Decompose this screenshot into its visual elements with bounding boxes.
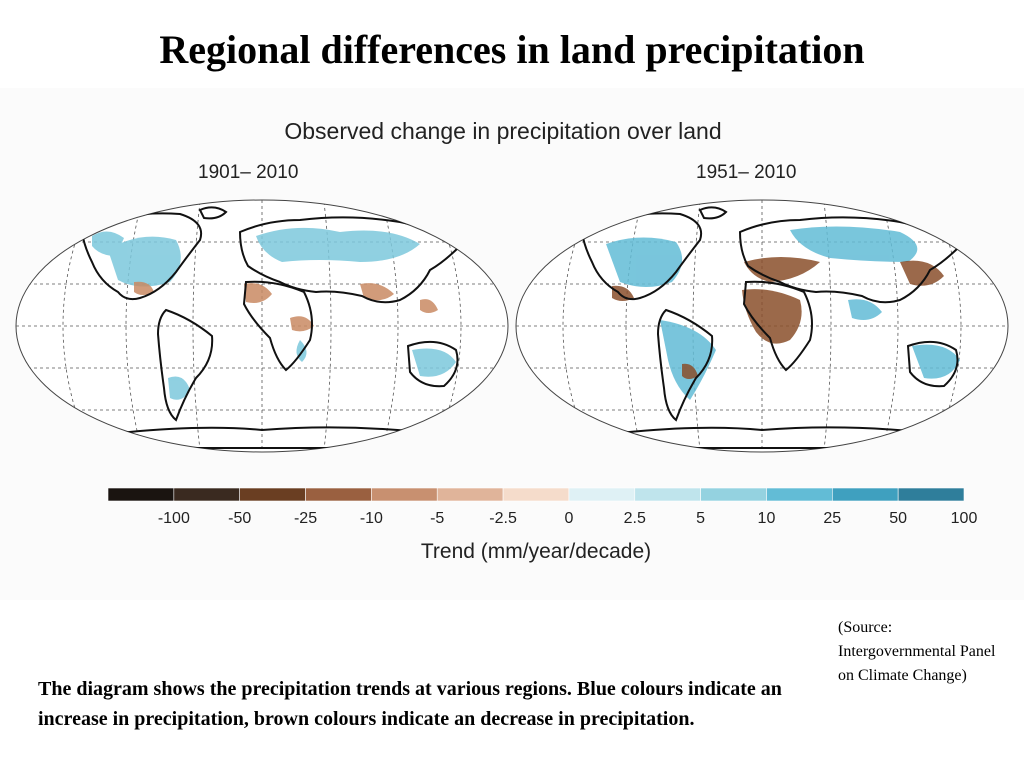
colorbar-segment [107,487,175,502]
colorbar-segment [634,487,701,502]
map-panel-1951-2010 [515,199,1009,453]
panel-period-left: 1901– 2010 [198,162,299,183]
colorbar [107,487,965,502]
source-note: (Source: Intergovernmental Panel on Clim… [838,619,996,684]
precip-increase-areas [606,226,960,400]
colorbar-tick-label: 5 [696,510,706,527]
colorbar-tick-label: 100 [950,510,978,527]
colorbar-tick-label: -10 [359,510,383,527]
figure-title: Observed change in precipitation over la… [284,118,722,144]
colorbar-tick-label: 25 [823,510,842,527]
colorbar-tick-label: 10 [757,510,776,527]
colorbar-tick-label: -2.5 [489,510,517,527]
colorbar-segment [173,487,240,502]
colorbar-tick-label: -25 [293,510,318,527]
precip-decrease-areas [134,281,438,332]
colorbar-segment [766,487,833,502]
colorbar-tick-label: -100 [157,510,190,527]
colorbar-segment [832,487,899,502]
colorbar-title: Trend (mm/year/decade) [420,540,652,563]
colorbar-segment [897,487,965,502]
colorbar-tick-label: -5 [430,510,445,527]
map-panel-1901-2010 [15,199,509,453]
colorbar-segment [371,487,438,502]
colorbar-segment [305,487,372,502]
panel-period-right: 1951– 2010 [696,162,797,183]
colorbar-segment [436,487,504,502]
colorbar-segment [239,487,306,502]
colorbar-segment [700,487,767,502]
colorbar-tick-label: 50 [889,510,908,527]
colorbar-tick-label: 0 [564,510,574,527]
colorbar-segment [568,487,636,502]
colorbar-segment [502,487,570,502]
slide-title: Regional differences in land precipitati… [159,27,865,72]
colorbar-tick-label: 2.5 [623,510,646,527]
colorbar-tick-label: -50 [228,510,252,527]
caption-text: The diagram shows the precipitation tren… [38,678,782,730]
